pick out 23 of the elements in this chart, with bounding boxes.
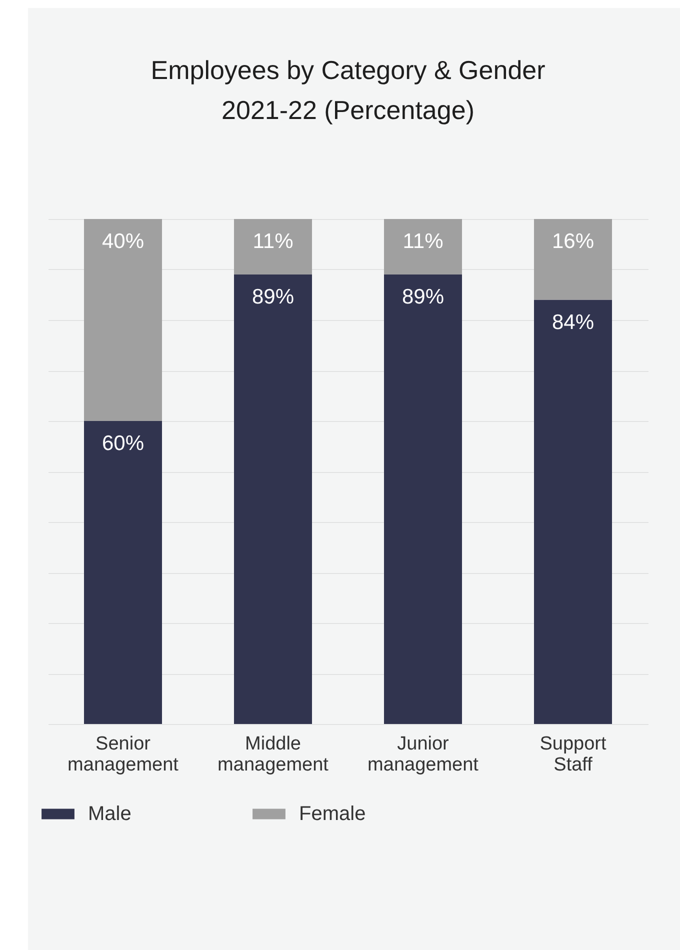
data-label: 16% (552, 230, 594, 253)
bar (234, 219, 312, 275)
bar (234, 274, 312, 724)
data-label: 11% (252, 230, 294, 253)
bar (534, 300, 612, 724)
bar (384, 219, 462, 275)
x-tick-label: Senior management (68, 734, 180, 776)
data-label: 60% (102, 432, 144, 455)
data-label: 89% (402, 286, 444, 309)
legend-label: Female (299, 803, 366, 825)
bar (384, 274, 462, 724)
x-tick-label: Junior management (368, 734, 480, 776)
x-tick-label: Middle management (218, 734, 330, 776)
chart-title: Employees by Category & Gender 2021-22 (Percentage) (150, 55, 546, 125)
bar (84, 219, 162, 421)
bar (534, 219, 612, 300)
legend-label: Male (88, 803, 132, 825)
bar (84, 421, 162, 724)
data-label: 84% (552, 310, 594, 334)
data-label: 89% (252, 286, 294, 309)
x-tick-label: Support Staff (540, 734, 607, 776)
data-label: 11% (402, 230, 444, 253)
data-label: 40% (102, 230, 144, 253)
